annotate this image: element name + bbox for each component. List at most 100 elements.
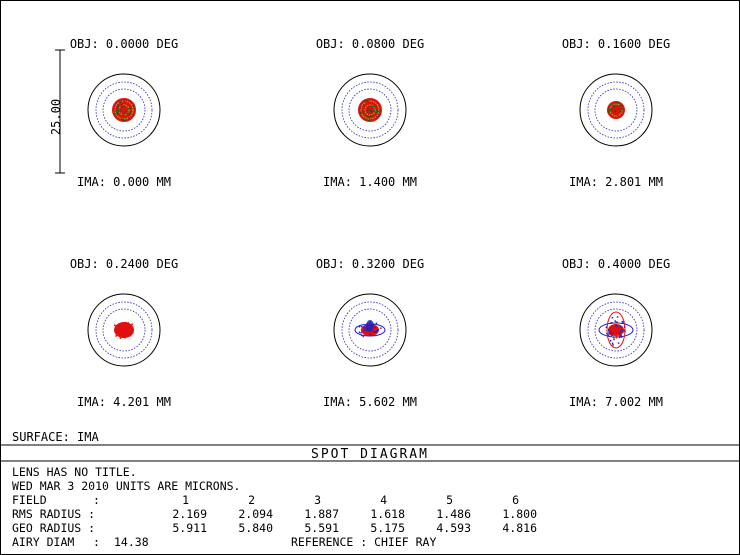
ray-dot [373, 105, 376, 108]
ray-dot [123, 100, 125, 102]
spot-cell: OBJ: 0.0000 DEG IMA: 0.000 MM [70, 37, 178, 189]
ray-dot [624, 330, 626, 333]
ray-dot [610, 322, 612, 324]
ray-dot [369, 109, 371, 111]
ray-dot [610, 108, 612, 110]
ray-dot [363, 118, 366, 120]
ring-middle [594, 308, 638, 352]
ray-dot [132, 332, 134, 334]
ray-dot [371, 105, 373, 108]
geo-value: 5.591 [304, 521, 339, 535]
obj-label: OBJ: 0.0000 DEG [70, 37, 178, 51]
field-value: 2 [248, 493, 255, 507]
rms-value: 1.800 [502, 507, 537, 521]
ray-dot [127, 322, 130, 324]
airy-circle [333, 293, 407, 367]
ray-dot [132, 114, 134, 116]
ray-dot [613, 338, 615, 341]
ray-dot [616, 327, 619, 329]
ray-dot [114, 113, 116, 115]
field-value: 5 [446, 493, 453, 507]
ray-dot [614, 328, 617, 331]
ray-dot [615, 324, 617, 327]
ray-dot [130, 325, 133, 328]
spot-cell: OBJ: 0.0800 DEG IMA: 1.400 MM [316, 37, 424, 189]
ray-dot [620, 335, 623, 338]
ray-dot [368, 115, 370, 118]
ray-dot [362, 335, 364, 338]
ray-dot [620, 114, 623, 116]
ray-dot [133, 105, 135, 107]
ray-dot [613, 110, 615, 112]
ray-dot [120, 333, 122, 336]
ray-dot [359, 106, 361, 109]
ray-dot [610, 109, 612, 111]
ray-dot [611, 334, 614, 336]
ray-dot [358, 331, 361, 333]
spot-cell: OBJ: 0.2400 DEG IMA: 4.201 MM [70, 257, 178, 409]
ray-dot [370, 119, 372, 121]
field-label: FIELD [12, 493, 47, 507]
ray-dot [130, 111, 132, 113]
ray-dot [124, 111, 126, 113]
spot-cell: OBJ: 0.4000 DEG IMA: 7.002 MM [562, 257, 670, 409]
rms-value: 2.094 [238, 507, 273, 521]
ray-dot [375, 111, 377, 114]
ray-dot [360, 332, 362, 334]
ray-dot [366, 109, 369, 111]
ray-dot [129, 325, 132, 327]
ray-dot [124, 119, 126, 121]
info-block: LENS HAS NO TITLE. WED MAR 3 2010 UNITS … [12, 465, 537, 549]
ray-dot [375, 109, 378, 111]
ring-outer [95, 301, 153, 359]
ray-dot [377, 110, 380, 113]
ray-dot [369, 333, 371, 335]
ray-dot [126, 327, 128, 330]
ray-dot [114, 324, 116, 327]
ray-dot [615, 321, 617, 324]
ray-dot [118, 111, 120, 113]
ray-dot [620, 104, 622, 107]
ray-dot [122, 334, 124, 337]
ray-dot [118, 331, 121, 334]
ray-dot [116, 111, 118, 113]
ring-outer [587, 81, 645, 139]
ray-dot [610, 334, 612, 336]
ray-dot [359, 112, 361, 114]
ray-dot [121, 332, 123, 334]
ray-dot [121, 336, 124, 338]
geo-value: 5.840 [238, 521, 273, 535]
ray-dot [616, 316, 619, 318]
ray-dot [365, 100, 367, 102]
ray-dot [617, 114, 619, 117]
ray-dot [377, 329, 380, 331]
ray-dot [125, 321, 128, 324]
spot-ring [114, 100, 134, 120]
ray-dot [615, 102, 617, 104]
rms-value: 1.486 [436, 507, 471, 521]
ray-dot [608, 109, 610, 111]
ray-dot [373, 330, 375, 333]
ray-dot [360, 325, 363, 328]
ray-dot [122, 322, 124, 325]
ray-dot [378, 114, 380, 116]
ray-dot [619, 105, 621, 108]
ray-dot [605, 326, 608, 328]
ray-dot [367, 107, 369, 109]
ray-dot [131, 323, 133, 326]
ray-dot [623, 329, 625, 331]
ray-dot [624, 326, 626, 328]
ray-dot [126, 113, 129, 115]
ray-dot [616, 329, 618, 331]
ray-dot [368, 120, 370, 122]
spot-cell: OBJ: 0.1600 DEG IMA: 2.801 MM [562, 37, 670, 189]
ray-dot [117, 107, 119, 109]
ray-dot [358, 326, 361, 328]
ray-dot [128, 118, 130, 121]
field-value: 4 [380, 493, 387, 507]
ray-dot [378, 115, 380, 117]
ray-dot [611, 322, 613, 324]
ray-dot [371, 110, 374, 113]
ray-dot [119, 101, 121, 103]
